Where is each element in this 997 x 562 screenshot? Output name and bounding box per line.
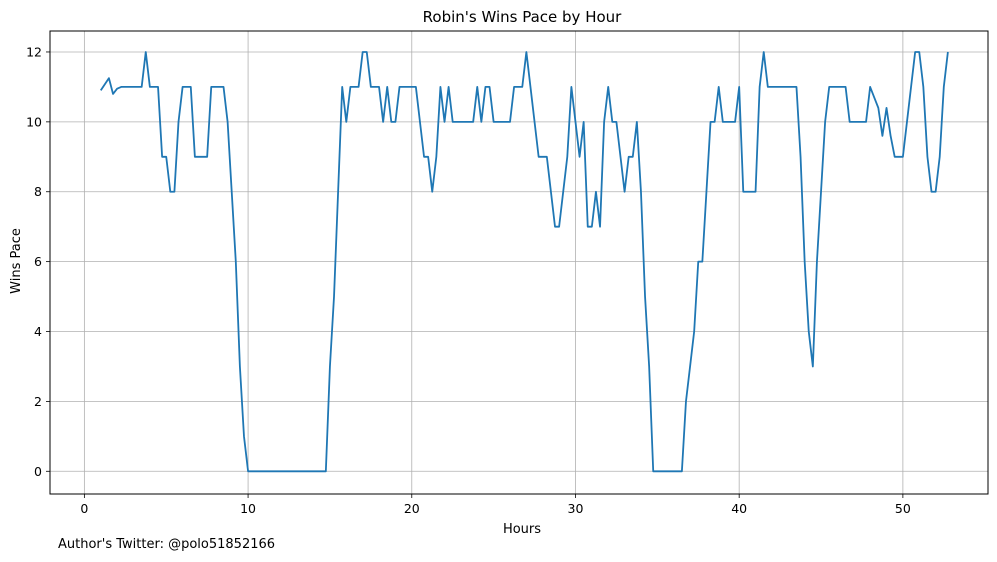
y-tick-label: 6: [34, 254, 42, 269]
y-tick-label: 8: [34, 184, 42, 199]
x-tick-label: 30: [568, 501, 584, 516]
grid: [50, 31, 988, 494]
plot-area: [49, 30, 989, 495]
x-tick-label: 50: [895, 501, 911, 516]
y-tick-label: 0: [34, 464, 42, 479]
y-tick-label: 4: [34, 324, 42, 339]
x-axis-label: Hours: [503, 522, 541, 537]
x-tick-label: 40: [731, 501, 747, 516]
y-tick-label: 2: [34, 394, 42, 409]
y-tick-label: 10: [26, 114, 42, 129]
y-axis-label: Wins Pace: [9, 228, 24, 294]
x-tick-label: 0: [80, 501, 88, 516]
y-tick-label: 12: [26, 44, 42, 59]
x-axis: 0 10 20 30 40 50: [80, 494, 911, 516]
author-credit: Author's Twitter: @polo51852166: [58, 537, 276, 552]
series-line: [100, 51, 949, 473]
y-axis: 0 2 4 6 8 10 12: [26, 44, 50, 479]
x-tick-label: 20: [404, 501, 420, 516]
x-tick-label: 10: [240, 501, 256, 516]
chart-title: Robin's Wins Pace by Hour: [423, 8, 623, 26]
